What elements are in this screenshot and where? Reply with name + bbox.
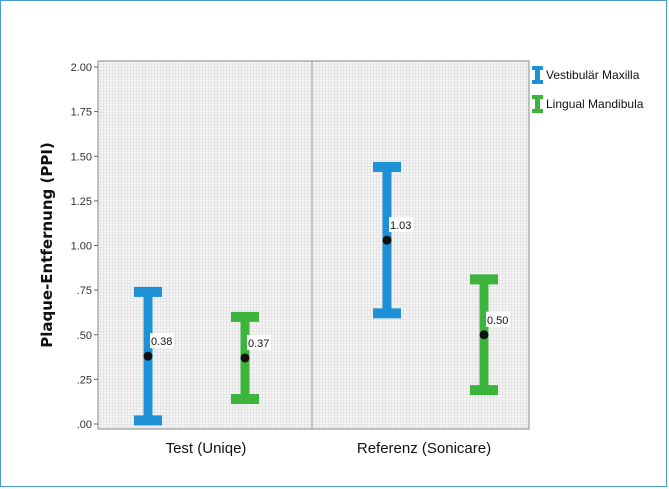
mean-point (240, 353, 250, 363)
y-tick-label: .25 (77, 374, 92, 386)
y-tick-label: .50 (77, 330, 92, 342)
y-tick-label: 2.00 (71, 62, 92, 74)
error-bar: 1.03 (373, 161, 413, 319)
legend-label: Vestibulär Maxilla (546, 68, 640, 82)
error-bar-cap-upper (373, 161, 401, 172)
data-label-box (247, 334, 271, 350)
y-tick-label: 1.00 (71, 241, 92, 253)
y-tick-label: .00 (77, 419, 92, 431)
data-label: 0.38 (151, 336, 172, 348)
mean-point (382, 235, 392, 245)
error-bar: 0.50 (470, 274, 510, 396)
mean-point (143, 351, 153, 361)
error-bar: 0.37 (231, 311, 271, 405)
error-bar-cap-upper (134, 286, 162, 297)
error-bar-cap-lower (231, 394, 259, 405)
y-axis-title: Plaque-Entfernung (PPI) (38, 142, 56, 348)
data-label: 1.03 (390, 220, 411, 232)
legend-label: Lingual Mandibula (546, 97, 644, 111)
legend-swatch-cap (532, 66, 543, 70)
legend-item: Vestibulär Maxilla (532, 66, 640, 84)
legend-swatch-stem (535, 66, 540, 84)
data-label-box (389, 217, 413, 233)
x-category-label: Test (Uniqe) (166, 440, 247, 457)
plot-area (97, 60, 530, 430)
mean-point (479, 330, 489, 340)
error-bar: 0.38 (134, 286, 174, 426)
legend-swatch-cap (532, 109, 543, 113)
y-tick-label: 1.75 (71, 107, 92, 119)
data-label: 0.50 (487, 315, 508, 327)
data-label: 0.37 (248, 338, 269, 350)
data-label-box (150, 333, 174, 349)
error-bar-cap-upper (231, 311, 259, 322)
legend-item: Lingual Mandibula (532, 95, 644, 113)
error-bar-cap-lower (134, 415, 162, 426)
y-tick-label: 1.25 (71, 196, 92, 208)
error-bar-cap-lower (470, 385, 498, 396)
y-tick-label: 1.50 (71, 151, 92, 163)
data-label-box (486, 311, 510, 327)
y-tick-label: .75 (77, 285, 92, 297)
x-category-label: Referenz (Sonicare) (357, 440, 491, 457)
legend-swatch-cap (532, 80, 543, 84)
legend-swatch-stem (535, 95, 540, 113)
error-bar-cap-lower (373, 308, 401, 319)
error-bar-cap-upper (470, 274, 498, 285)
legend-swatch-cap (532, 95, 543, 99)
